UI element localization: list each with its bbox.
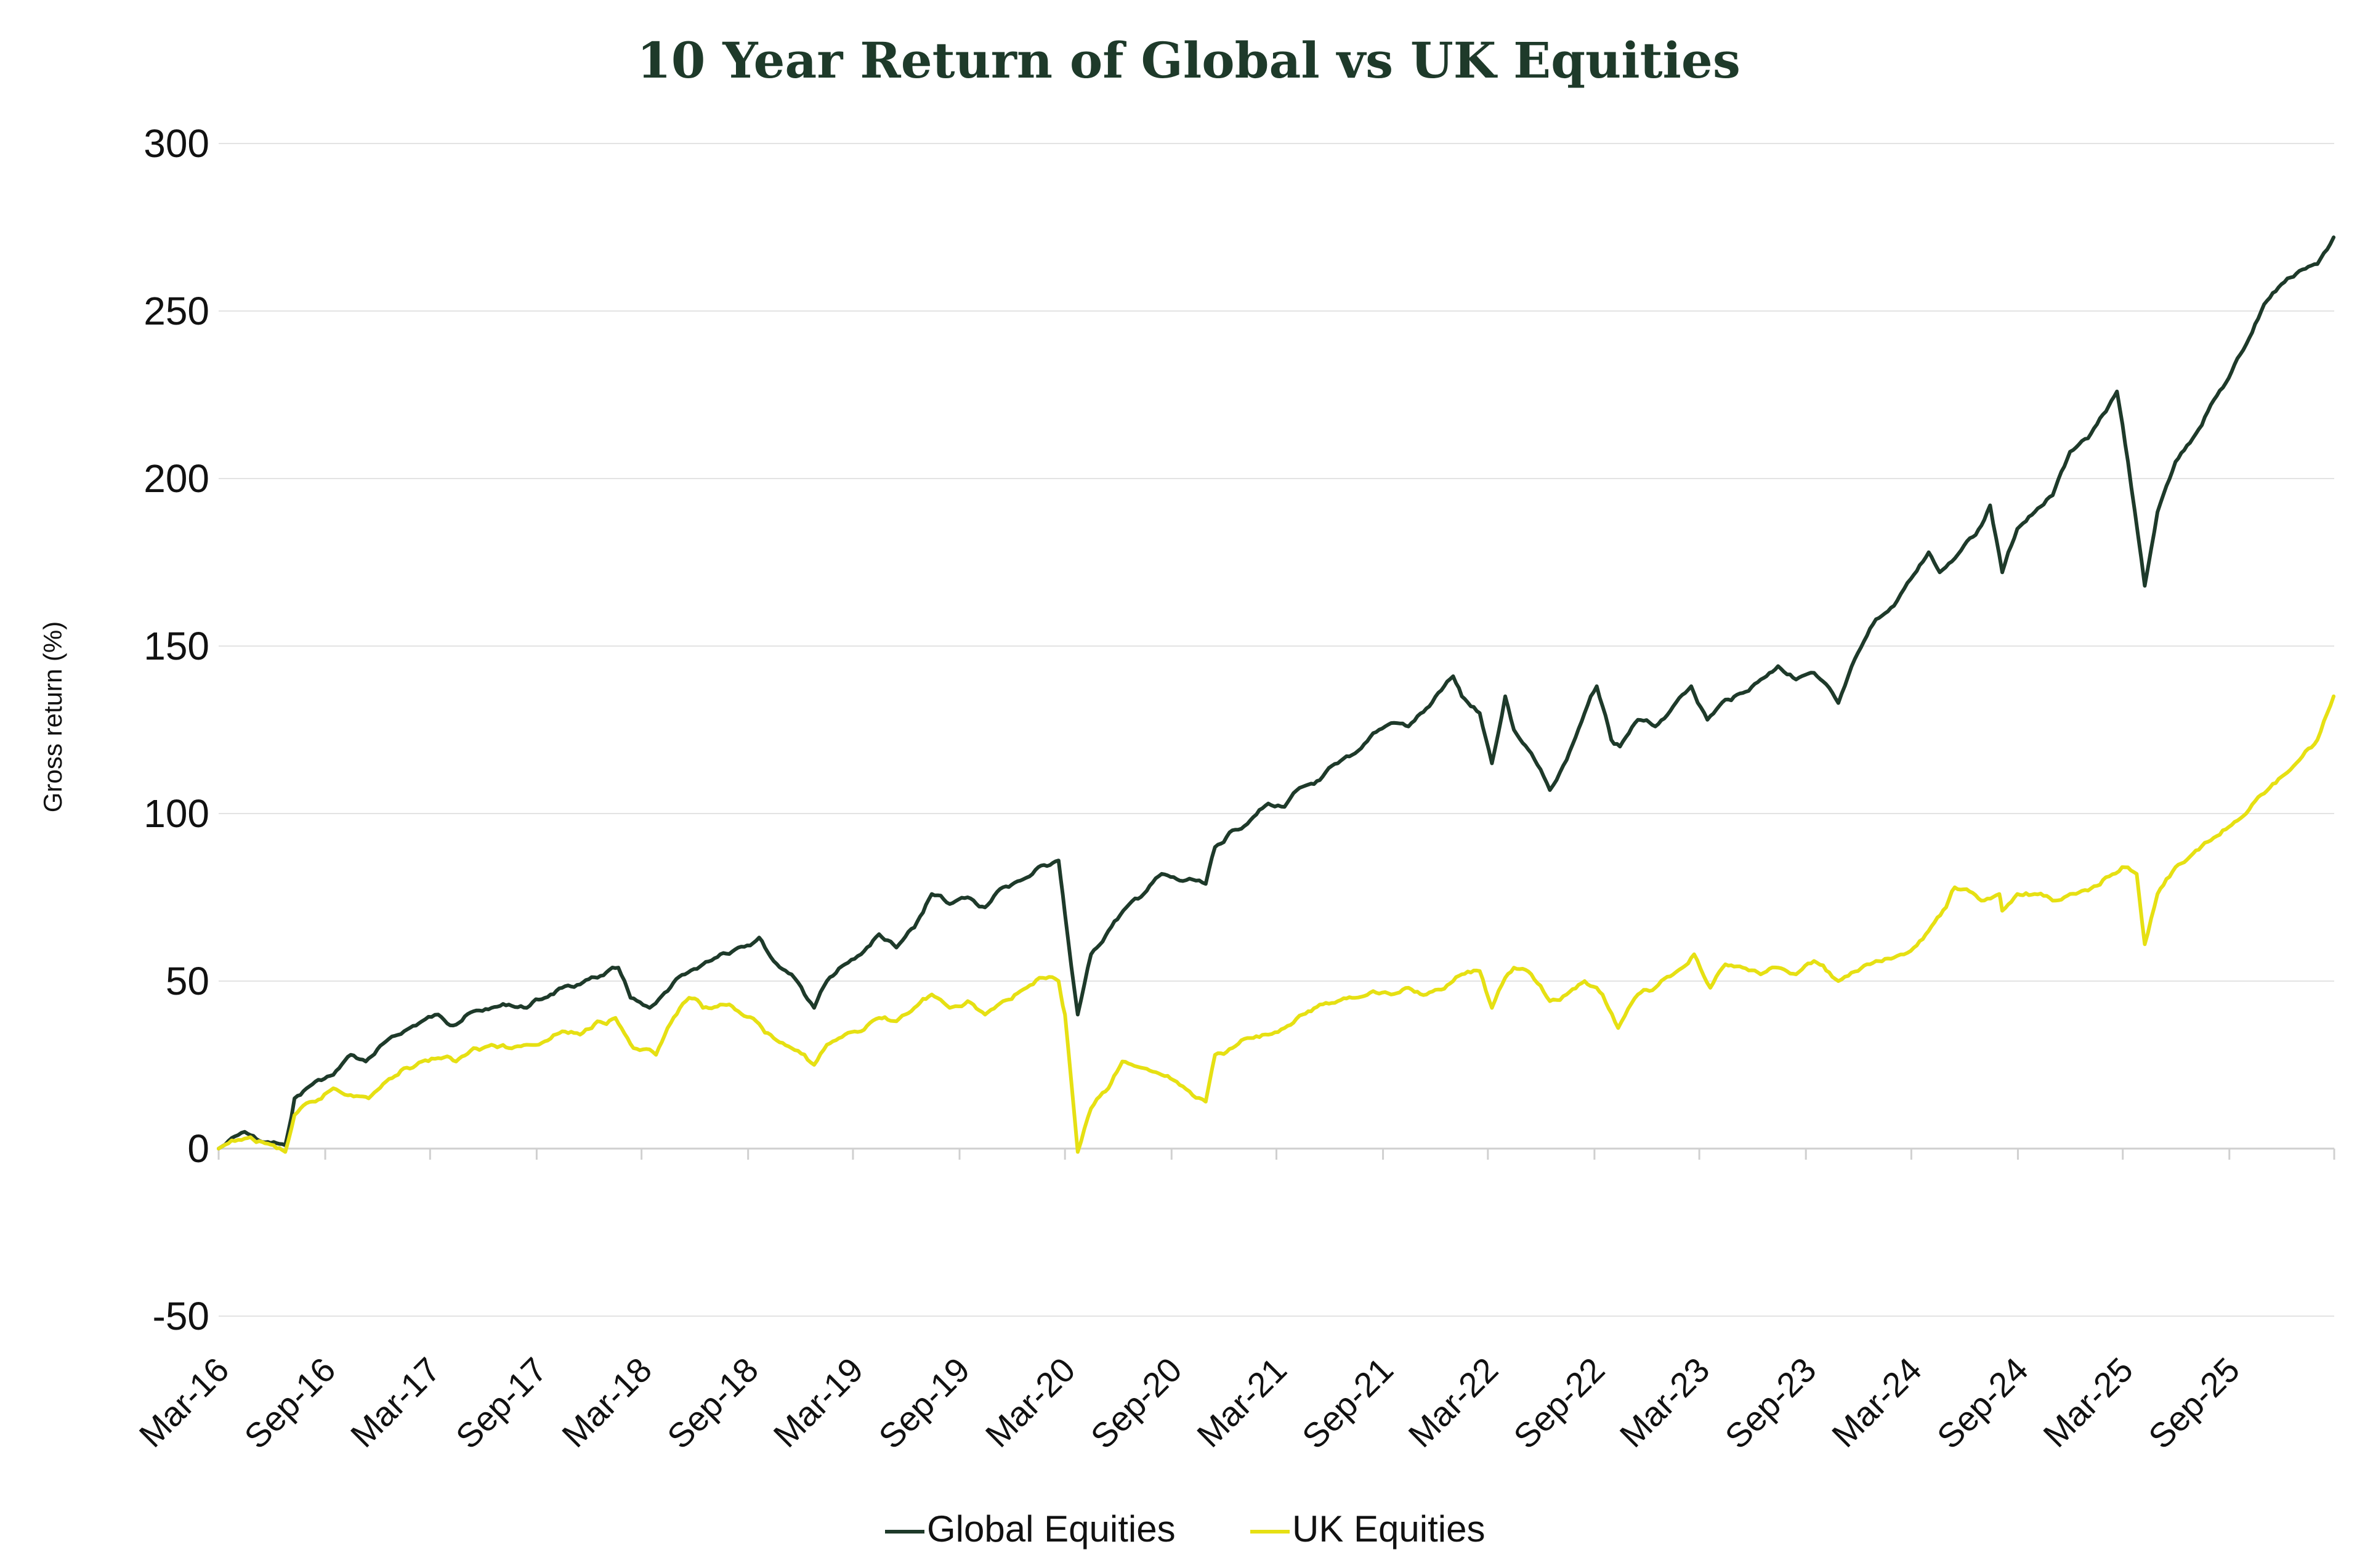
y-tick-label: 300 bbox=[144, 121, 209, 166]
y-tick-label: 100 bbox=[144, 791, 209, 836]
x-tick-label: Sep-22 bbox=[1506, 1350, 1612, 1456]
x-tick-label: Mar-21 bbox=[1189, 1350, 1294, 1455]
y-tick-label: 0 bbox=[187, 1126, 209, 1171]
y-axis-tick-labels: 300 250 200 150 100 50 0 -50 bbox=[144, 121, 209, 1338]
y-tick-label: 150 bbox=[144, 624, 209, 668]
x-tick-label: Sep-21 bbox=[1295, 1350, 1401, 1456]
x-tick-label: Sep-17 bbox=[448, 1350, 554, 1456]
x-tick-label: Mar-20 bbox=[978, 1350, 1083, 1455]
y-tick-label: -50 bbox=[153, 1294, 210, 1338]
chart-title: 10 Year Return of Global vs UK Equities bbox=[637, 31, 1740, 89]
series-lines bbox=[217, 235, 2336, 1154]
series-line-uk-equities bbox=[217, 694, 2336, 1154]
legend-label: UK Equities bbox=[1292, 1508, 1485, 1550]
x-tick-label: Sep-23 bbox=[1717, 1350, 1823, 1456]
y-axis-label: Gross return (%) bbox=[38, 621, 67, 812]
y-tick-label: 250 bbox=[144, 289, 209, 333]
legend: Global Equities UK Equities bbox=[885, 1508, 1485, 1550]
x-tick-label: Mar-25 bbox=[2036, 1350, 2140, 1455]
x-tick-label: Mar-19 bbox=[766, 1350, 870, 1455]
x-tick-label: Mar-22 bbox=[1401, 1350, 1505, 1455]
x-tick-label: Mar-16 bbox=[132, 1350, 236, 1455]
x-tick-label: Mar-18 bbox=[554, 1350, 659, 1455]
x-tick-label: Sep-19 bbox=[871, 1350, 977, 1456]
x-tick-label: Sep-25 bbox=[2141, 1350, 2247, 1456]
x-tick-label: Mar-23 bbox=[1612, 1350, 1717, 1455]
x-tick-label: Sep-20 bbox=[1083, 1350, 1189, 1456]
x-tick-label: Mar-17 bbox=[343, 1350, 448, 1455]
x-axis-tick-labels: Mar-16 Sep-16 Mar-17 Sep-17 Mar-18 Sep-18 Mar-… bbox=[132, 1350, 2247, 1456]
x-axis-ticks bbox=[217, 1149, 2335, 1160]
gridlines bbox=[219, 143, 2334, 1317]
series-line-global-equities bbox=[217, 235, 2336, 1150]
x-tick-label: Sep-24 bbox=[1930, 1350, 2036, 1456]
x-tick-label: Sep-18 bbox=[660, 1350, 766, 1456]
y-tick-label: 200 bbox=[144, 456, 209, 501]
legend-label: Global Equities bbox=[927, 1508, 1176, 1550]
x-tick-label: Mar-24 bbox=[1824, 1350, 1929, 1455]
y-tick-label: 50 bbox=[166, 959, 209, 1003]
x-tick-label: Sep-16 bbox=[236, 1350, 342, 1456]
